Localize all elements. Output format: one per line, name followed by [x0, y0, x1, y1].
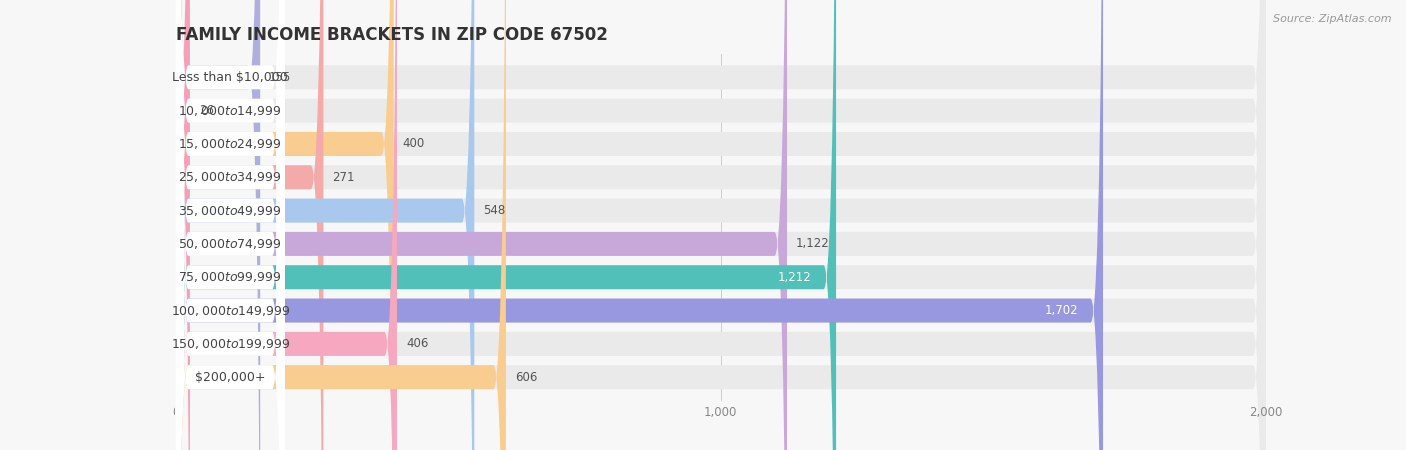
Text: Source: ZipAtlas.com: Source: ZipAtlas.com: [1274, 14, 1392, 23]
FancyBboxPatch shape: [176, 0, 1265, 450]
FancyBboxPatch shape: [176, 0, 474, 450]
FancyBboxPatch shape: [176, 0, 285, 450]
Text: 548: 548: [484, 204, 506, 217]
Text: $150,000 to $199,999: $150,000 to $199,999: [170, 337, 290, 351]
Text: $75,000 to $99,999: $75,000 to $99,999: [179, 270, 283, 284]
FancyBboxPatch shape: [176, 0, 285, 450]
FancyBboxPatch shape: [176, 0, 1265, 450]
Text: $25,000 to $34,999: $25,000 to $34,999: [179, 170, 283, 184]
FancyBboxPatch shape: [176, 0, 285, 450]
FancyBboxPatch shape: [176, 0, 285, 450]
Text: 155: 155: [269, 71, 291, 84]
FancyBboxPatch shape: [176, 0, 1265, 450]
FancyBboxPatch shape: [176, 0, 190, 450]
Text: 400: 400: [402, 137, 425, 150]
FancyBboxPatch shape: [176, 0, 787, 450]
FancyBboxPatch shape: [176, 0, 1265, 450]
FancyBboxPatch shape: [176, 0, 837, 450]
FancyBboxPatch shape: [176, 0, 1265, 450]
Text: $35,000 to $49,999: $35,000 to $49,999: [179, 203, 283, 218]
FancyBboxPatch shape: [176, 0, 1104, 450]
Text: 406: 406: [406, 338, 429, 351]
FancyBboxPatch shape: [176, 0, 394, 450]
FancyBboxPatch shape: [176, 0, 1265, 450]
FancyBboxPatch shape: [176, 0, 285, 450]
Text: $100,000 to $149,999: $100,000 to $149,999: [170, 304, 290, 318]
Text: 1,702: 1,702: [1045, 304, 1078, 317]
Text: 1,212: 1,212: [778, 271, 811, 284]
Text: $15,000 to $24,999: $15,000 to $24,999: [179, 137, 283, 151]
FancyBboxPatch shape: [176, 0, 1265, 450]
FancyBboxPatch shape: [176, 0, 506, 450]
FancyBboxPatch shape: [176, 0, 1265, 450]
FancyBboxPatch shape: [176, 0, 285, 450]
Text: 606: 606: [515, 371, 537, 384]
FancyBboxPatch shape: [176, 0, 1265, 450]
Text: 26: 26: [198, 104, 214, 117]
Text: Less than $10,000: Less than $10,000: [173, 71, 288, 84]
Text: FAMILY INCOME BRACKETS IN ZIP CODE 67502: FAMILY INCOME BRACKETS IN ZIP CODE 67502: [176, 26, 607, 44]
Text: $50,000 to $74,999: $50,000 to $74,999: [179, 237, 283, 251]
FancyBboxPatch shape: [176, 0, 285, 450]
Text: $10,000 to $14,999: $10,000 to $14,999: [179, 104, 283, 117]
FancyBboxPatch shape: [176, 0, 396, 450]
FancyBboxPatch shape: [176, 0, 260, 450]
Text: 1,122: 1,122: [796, 238, 830, 250]
Text: $200,000+: $200,000+: [195, 371, 266, 384]
Text: 271: 271: [332, 171, 354, 184]
FancyBboxPatch shape: [176, 0, 285, 450]
FancyBboxPatch shape: [176, 0, 1265, 450]
FancyBboxPatch shape: [176, 0, 285, 450]
FancyBboxPatch shape: [176, 0, 285, 450]
FancyBboxPatch shape: [176, 0, 323, 450]
